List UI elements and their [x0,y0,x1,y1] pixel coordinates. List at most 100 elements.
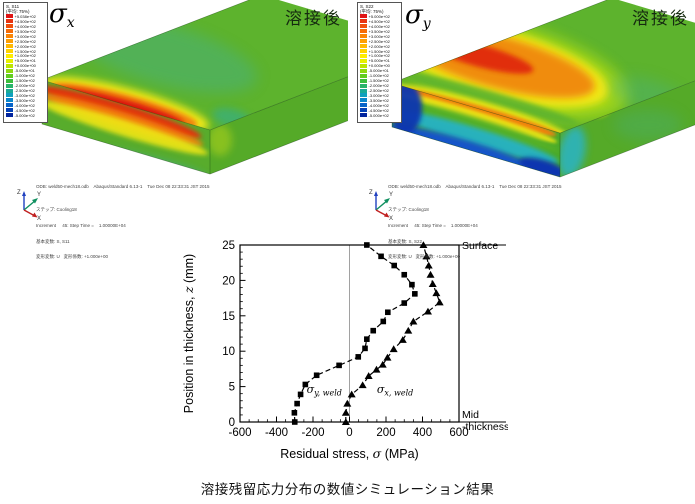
legend-color-chip [360,29,367,34]
marker-square [291,419,298,425]
legend-row: -4.000e+02 [360,103,401,108]
contour-legend-sigma-x: S, S11 (平均: 75%) +5.038e+02 +4.500e+02 +4.… [3,2,48,123]
x-axis-title: Residual stress, σ (MPa) [280,446,418,461]
surface-label: Surface [462,240,498,252]
legend-row: +1.500e+02 [360,49,401,54]
y-tick-label: 15 [222,311,235,323]
legend-row: -5.000e+01 [360,68,401,73]
legend-value: -3.000e+02 [368,92,389,98]
marker-triangle [398,336,407,343]
marker-square [412,291,418,297]
axis-triad-icon: Z Y X [369,190,393,220]
series-label-sigma-y-weld: σy, weld [307,383,342,398]
legend-color-chip [360,113,367,118]
marker-triangle [423,307,432,315]
legend-color-chip [360,93,367,98]
legend-row: -3.000e+02 [360,93,401,98]
legend-color-chip [6,73,13,78]
increment-line: Increment 45: Step Time = 1.00000E+04 [36,223,126,229]
axis-triad-icon: Z Y X [17,190,41,220]
marker-triangle [389,345,398,353]
legend-value: +5.000e+01 [368,58,390,64]
legend-value: -3.500e+02 [14,97,35,103]
y-tick-label: 10 [222,346,235,358]
svg-text:Y: Y [37,192,41,198]
legend-color-chip [6,14,13,19]
marker-square [378,253,384,260]
legend-color-chip [360,78,367,83]
legend-row: +2.000e+02 [6,44,47,49]
legend-value: -5.000e+01 [14,68,35,74]
marker-square [302,381,309,388]
marker-triangle [341,408,350,416]
x-tick-label: 0 [346,427,352,439]
legend-color-chip [6,24,13,29]
legend-color-chip [6,34,13,39]
state-label-after-welding: 溶接後 [285,9,342,28]
legend-value: -4.500e+02 [14,107,35,113]
legend-color-chip [360,39,367,44]
increment-line: Increment 45: Step Time = 1.00000E+04 [388,223,478,229]
marker-triangle [378,360,387,368]
legend-value: -5.000e+02 [14,112,35,118]
legend-value: +5.000e+02 [368,13,390,19]
legend-row: -1.000e+02 [6,73,47,78]
legend-value: +1.000e+02 [368,53,390,59]
legend-color-chip [6,88,13,93]
legend-row: -1.500e+02 [360,78,401,83]
legend-value: +2.000e+02 [14,43,36,49]
legend-value: +1.500e+02 [368,48,390,54]
legend-row: +4.500e+02 [360,19,401,24]
svg-text:Z: Z [17,190,21,196]
primary-var-line: 基本変数: S, S11 [36,238,70,244]
figure-caption: 溶接残留応力分布の数値シミュレーション結果 [200,482,495,497]
legend-color-chip [360,73,367,78]
marker-triangle [383,353,392,361]
marker-triangle [364,372,373,379]
fem-block-sigma-y [391,0,695,178]
legend-value: -5.000e+02 [368,112,389,118]
legend-row: +1.000e+02 [6,53,47,59]
state-label-after-welding: 溶接後 [632,9,689,28]
legend-row: +5.000e+01 [360,58,401,63]
legend-row: -2.500e+02 [6,88,47,93]
primary-var-line: 基本変数: S, S22 [388,238,423,244]
x-tick-label: -600 [228,427,251,439]
marker-square [336,362,342,369]
svg-text:X: X [37,216,41,220]
legend-row: -1.000e+02 [360,73,401,78]
x-tick-label: -400 [265,427,288,439]
legend-value: +4.500e+02 [14,18,36,24]
legend-value: +3.500e+02 [14,28,36,34]
legend-value: -1.500e+02 [14,78,35,84]
y-axis-title: Position in thickness, z (mm) [181,254,196,413]
legend-color-chip [360,68,367,73]
legend-row: +4.000e+02 [360,24,401,29]
legend-color-chip [6,63,13,68]
legend-value: +1.000e+02 [14,53,36,59]
mid-label: Mid [462,409,479,421]
marker-square [362,345,368,352]
contour-panel-sigma-y: S, S22 (平均: 75%) +5.000e+02 +4.500e+02 +4.… [348,0,695,259]
legend-value: -1.000e+02 [368,73,389,79]
legend-subtitle: (平均: 75%) [6,9,30,14]
deformed-var-line: 変形変数: U 変形係数: +1.000e+00 [388,254,461,260]
abaqus-step-info: ステップ: Cooling18 Increment 45: Step Time … [388,197,478,270]
y-tick-label: 25 [222,240,235,252]
legend-row: -4.000e+02 [6,103,47,108]
legend-value: -1.500e+02 [368,78,389,84]
legend-color-chip [360,53,367,58]
legend-color-chip [360,34,367,39]
marker-triangle [435,298,444,306]
sigma-x-title: σx [49,0,75,31]
legend-value: +2.500e+02 [368,38,390,44]
legend-color-chip [6,108,13,113]
legend-row: +3.500e+02 [6,29,47,34]
legend-color-chip [6,93,13,98]
legend-row: -2.000e+02 [360,83,401,88]
legend-title: S, S11 [6,4,20,9]
legend-color-chip [360,58,367,63]
marker-triangle [409,317,418,325]
svg-text:X: X [389,216,393,220]
marker-square [291,409,298,416]
